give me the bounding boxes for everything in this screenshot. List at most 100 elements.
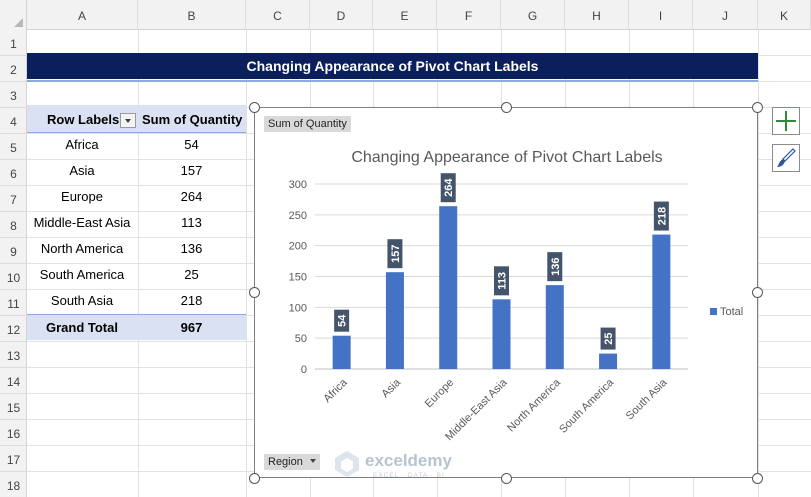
column-gridline [246,30,247,497]
pivot-row-label: Europe [61,189,103,204]
grand-total-row[interactable]: Grand Total 967 [27,314,246,340]
column-header-g[interactable]: G [501,0,565,30]
data-label-box[interactable] [494,266,509,296]
resize-handle[interactable] [501,473,512,484]
y-tick-label: 0 [301,364,307,376]
axis-field-button[interactable]: Region [264,454,320,470]
x-tick-label: Asia [379,376,403,400]
legend-label: Total [720,306,743,318]
column-header-h[interactable]: H [565,0,629,30]
data-label[interactable]: 264 [443,178,455,197]
column-header-f[interactable]: F [437,0,501,30]
bar[interactable] [545,285,564,369]
y-tick-label: 250 [289,210,307,222]
data-label[interactable]: 218 [656,207,668,225]
column-header-j[interactable]: J [693,0,758,30]
pivot-chart[interactable]: Changing Appearance of Pivot Chart Label… [254,107,758,478]
bar[interactable] [652,234,671,369]
column-header-i[interactable]: I [629,0,693,30]
column-header-d[interactable]: D [310,0,373,30]
data-label-box[interactable] [653,201,669,231]
column-header-b[interactable]: B [138,0,246,30]
pivot-row[interactable]: South Asia 218 [27,288,246,314]
chart-title[interactable]: Changing Appearance of Pivot Chart Label… [351,149,662,166]
row-header[interactable]: 5 [0,134,27,160]
x-tick-label: South Asia [624,376,670,422]
chart-styles-button[interactable] [772,144,800,172]
resize-handle[interactable] [501,102,512,113]
x-tick-label: North America [505,376,563,434]
data-label-box[interactable] [334,309,350,332]
row-header[interactable]: 3 [0,82,27,108]
legend-swatch [710,308,717,315]
bar[interactable] [599,353,618,369]
pivot-row-value: 136 [180,241,203,256]
exceldemy-logo-icon [335,451,359,477]
bar[interactable] [332,335,351,369]
chart-plot: Changing Appearance of Pivot Chart Label… [289,149,744,443]
column-header-e[interactable]: E [373,0,437,30]
row-header[interactable]: 10 [0,264,27,290]
row-header[interactable]: 18 [0,472,27,497]
row-header[interactable]: 13 [0,342,27,368]
row-header[interactable]: 1 [0,30,27,56]
bar[interactable] [385,272,404,369]
column-header-c[interactable]: C [246,0,310,30]
select-all-corner[interactable] [0,0,27,30]
pivot-row-value: 218 [180,293,203,308]
data-label-box[interactable] [387,239,403,269]
pivot-row[interactable]: South America 25 [27,262,246,288]
row-header[interactable]: 14 [0,368,27,394]
pivot-row[interactable]: Asia 157 [27,158,246,184]
row-header[interactable]: 16 [0,420,27,446]
data-label-box[interactable] [547,252,563,282]
row-header[interactable]: 15 [0,394,27,420]
banner-underline [27,80,758,82]
data-label[interactable]: 54 [337,314,349,327]
column-header-k[interactable]: K [758,0,811,30]
pivot-row[interactable]: Africa 54 [27,132,246,158]
plus-icon [776,111,796,131]
row-header[interactable]: 4 [0,108,27,134]
value-field-button[interactable]: Sum of Quantity [264,116,351,132]
pivot-row-label: Middle-East Asia [33,215,131,230]
filter-dropdown-icon[interactable] [120,113,136,128]
chart-elements-button[interactable] [772,107,800,135]
data-label[interactable]: 136 [550,257,562,275]
dropdown-arrow-icon [309,459,316,463]
data-label[interactable]: 157 [390,245,402,263]
data-label[interactable]: 25 [603,332,615,344]
bar[interactable] [492,299,511,369]
data-label-box[interactable] [600,327,616,350]
pivot-row-value: 54 [184,137,199,152]
pivot-row-value: 264 [180,189,203,204]
data-label-box[interactable] [440,173,456,203]
column-header-a[interactable]: A [27,0,138,30]
row-header[interactable]: 17 [0,446,27,472]
pivot-row[interactable]: Middle-East Asia 113 [27,210,246,236]
pivot-row-label: Asia [69,163,95,178]
row-header[interactable]: 2 [0,56,27,82]
row-header[interactable]: 8 [0,212,27,238]
row-header[interactable]: 7 [0,186,27,212]
row-header[interactable]: 11 [0,290,27,316]
resize-handle[interactable] [752,102,763,113]
chart-legend[interactable]: Total [710,306,743,318]
pivot-header-row[interactable]: Row Labels Sum of Quantity [27,105,246,133]
pivot-row-value: 157 [180,163,203,178]
exceldemy-watermark: exceldemy EXCEL · DATA · BI [333,448,483,480]
row-header[interactable]: 9 [0,238,27,264]
resize-handle[interactable] [752,287,763,298]
bar[interactable] [439,206,458,369]
resize-handle[interactable] [249,287,260,298]
row-header[interactable]: 12 [0,316,27,342]
data-label[interactable]: 113 [497,272,509,290]
resize-handle[interactable] [249,102,260,113]
resize-handle[interactable] [752,473,763,484]
title-banner[interactable]: Changing Appearance of Pivot Chart Label… [27,53,758,79]
pivot-row[interactable]: North America 136 [27,236,246,262]
row-header[interactable]: 6 [0,160,27,186]
pivot-row[interactable]: Europe 264 [27,184,246,210]
column-gridline [758,30,759,497]
resize-handle[interactable] [249,473,260,484]
